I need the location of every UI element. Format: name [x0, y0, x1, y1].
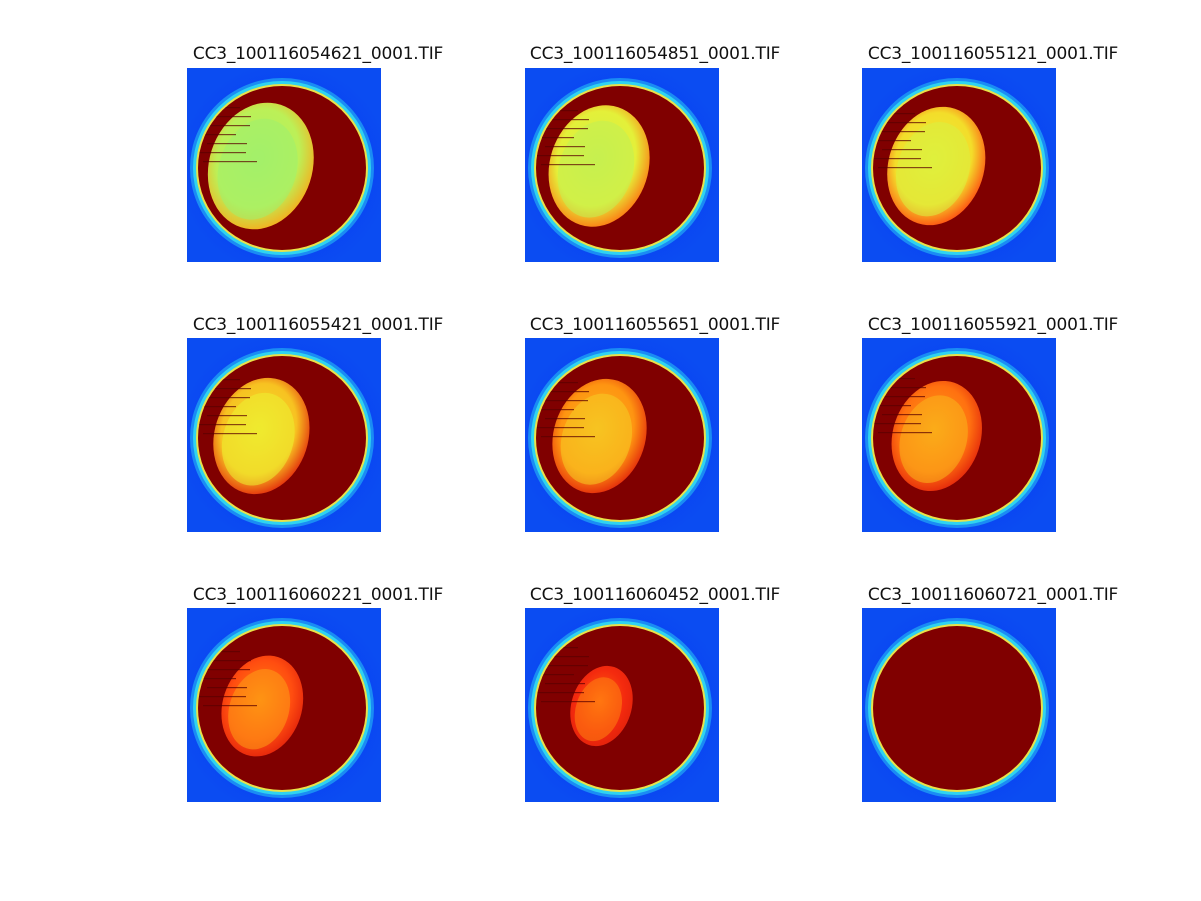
- panel-title: CC3_100116054851_0001.TIF: [529, 44, 781, 64]
- panel-image: [187, 608, 381, 802]
- panel-title: CC3_100116060221_0001.TIF: [192, 585, 444, 605]
- panel-image: [187, 68, 381, 262]
- saturated-region: [873, 626, 1041, 790]
- panel-title: CC3_100116060452_0001.TIF: [529, 585, 781, 605]
- bright-lobe: [199, 98, 314, 230]
- panel-title: CC3_100116055421_0001.TIF: [192, 315, 444, 335]
- bright-lobe: [537, 101, 650, 227]
- panel-image: [525, 338, 719, 532]
- panel-image: [862, 608, 1056, 802]
- panel-image: [525, 608, 719, 802]
- bright-lobe: [874, 369, 982, 492]
- bright-lobe: [199, 370, 310, 495]
- panel-image: [862, 338, 1056, 532]
- bright-lobe: [537, 373, 647, 494]
- panel-image: [187, 338, 381, 532]
- bright-lobe: [199, 642, 304, 757]
- panel-title: CC3_100116055921_0001.TIF: [867, 315, 1119, 335]
- panel-title: CC3_100116055121_0001.TIF: [867, 44, 1119, 64]
- panel-image: [525, 68, 719, 262]
- panel-title: CC3_100116054621_0001.TIF: [192, 44, 444, 64]
- bright-lobe: [537, 638, 633, 747]
- panel-title: CC3_100116055651_0001.TIF: [529, 315, 781, 335]
- panel-image: [862, 68, 1056, 262]
- panel-title: CC3_100116060721_0001.TIF: [867, 585, 1119, 605]
- bright-lobe: [874, 104, 986, 226]
